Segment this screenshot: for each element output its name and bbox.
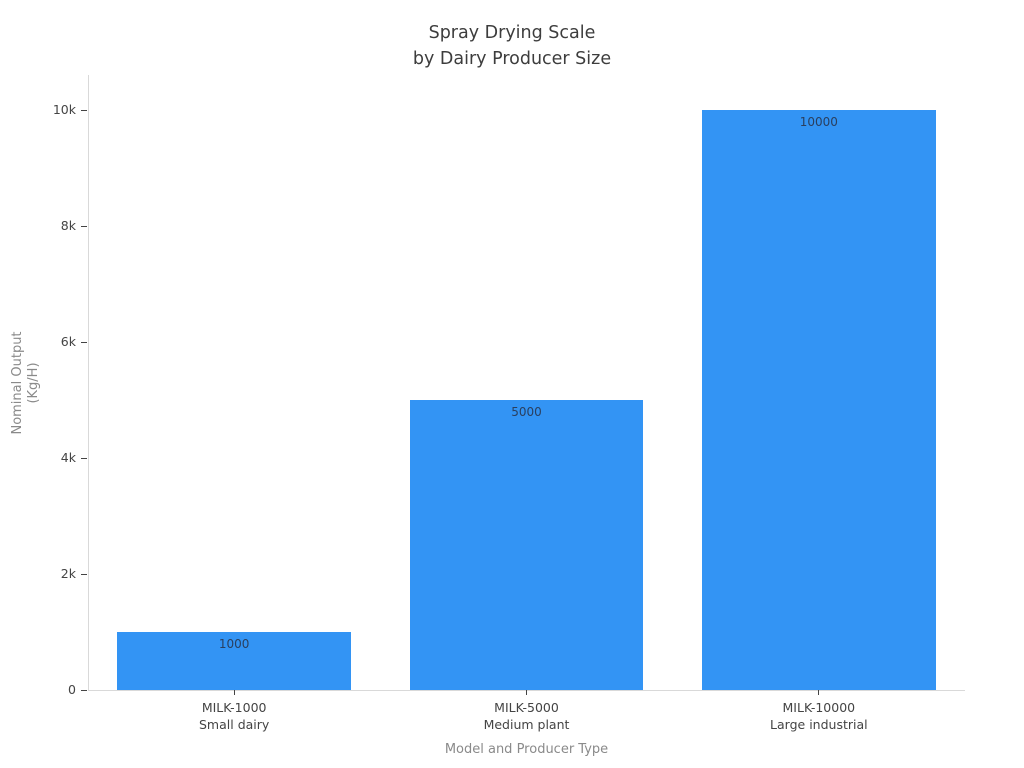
bar-value-label: 1000 [218,637,250,651]
chart-title: Spray Drying Scale by Dairy Producer Siz… [0,20,1024,72]
chart-title-line2: by Dairy Producer Size [412,49,612,69]
y-tick-label: 4k [60,450,76,465]
x-category-label-line: Medium plant [483,717,570,732]
y-tick-mark [81,457,87,459]
x-category-label: MILK-5000 Medium plant [407,699,647,733]
y-tick-label: 6k [60,334,76,349]
x-category-label: MILK-10000 Large industrial [699,699,939,733]
x-category-label: MILK-1000 Small dairy [114,699,354,733]
x-category-label-line: MILK-1000 [201,700,267,715]
bar-value-label: 10000 [799,115,838,129]
y-tick-mark [81,689,87,691]
bar: 1000 [117,632,352,690]
y-tick-mark [81,341,87,343]
x-category-label-line: MILK-10000 [782,700,856,715]
x-axis-title: Model and Producer Type [444,742,609,757]
y-tick-label: 0 [68,682,76,697]
x-category-label-line: Large industrial [770,717,868,732]
y-axis-line [88,75,89,690]
bar: 10000 [701,110,936,690]
y-tick-mark [81,109,87,111]
y-tick-label: 10k [52,102,76,117]
x-tick-mark [818,690,820,695]
x-category-label-line: MILK-5000 [494,700,559,715]
x-category-label-line: Small dairy [199,717,270,732]
bar-value-label: 5000 [511,405,542,419]
y-tick-mark [81,573,87,575]
chart-title-line1: Spray Drying Scale [428,23,596,43]
x-tick-mark [526,690,527,695]
bar: 5000 [409,400,644,690]
y-tick-mark [81,225,87,227]
y-tick-label: 8k [60,218,76,233]
y-tick-label: 2k [60,566,76,581]
x-tick-mark [233,690,235,695]
